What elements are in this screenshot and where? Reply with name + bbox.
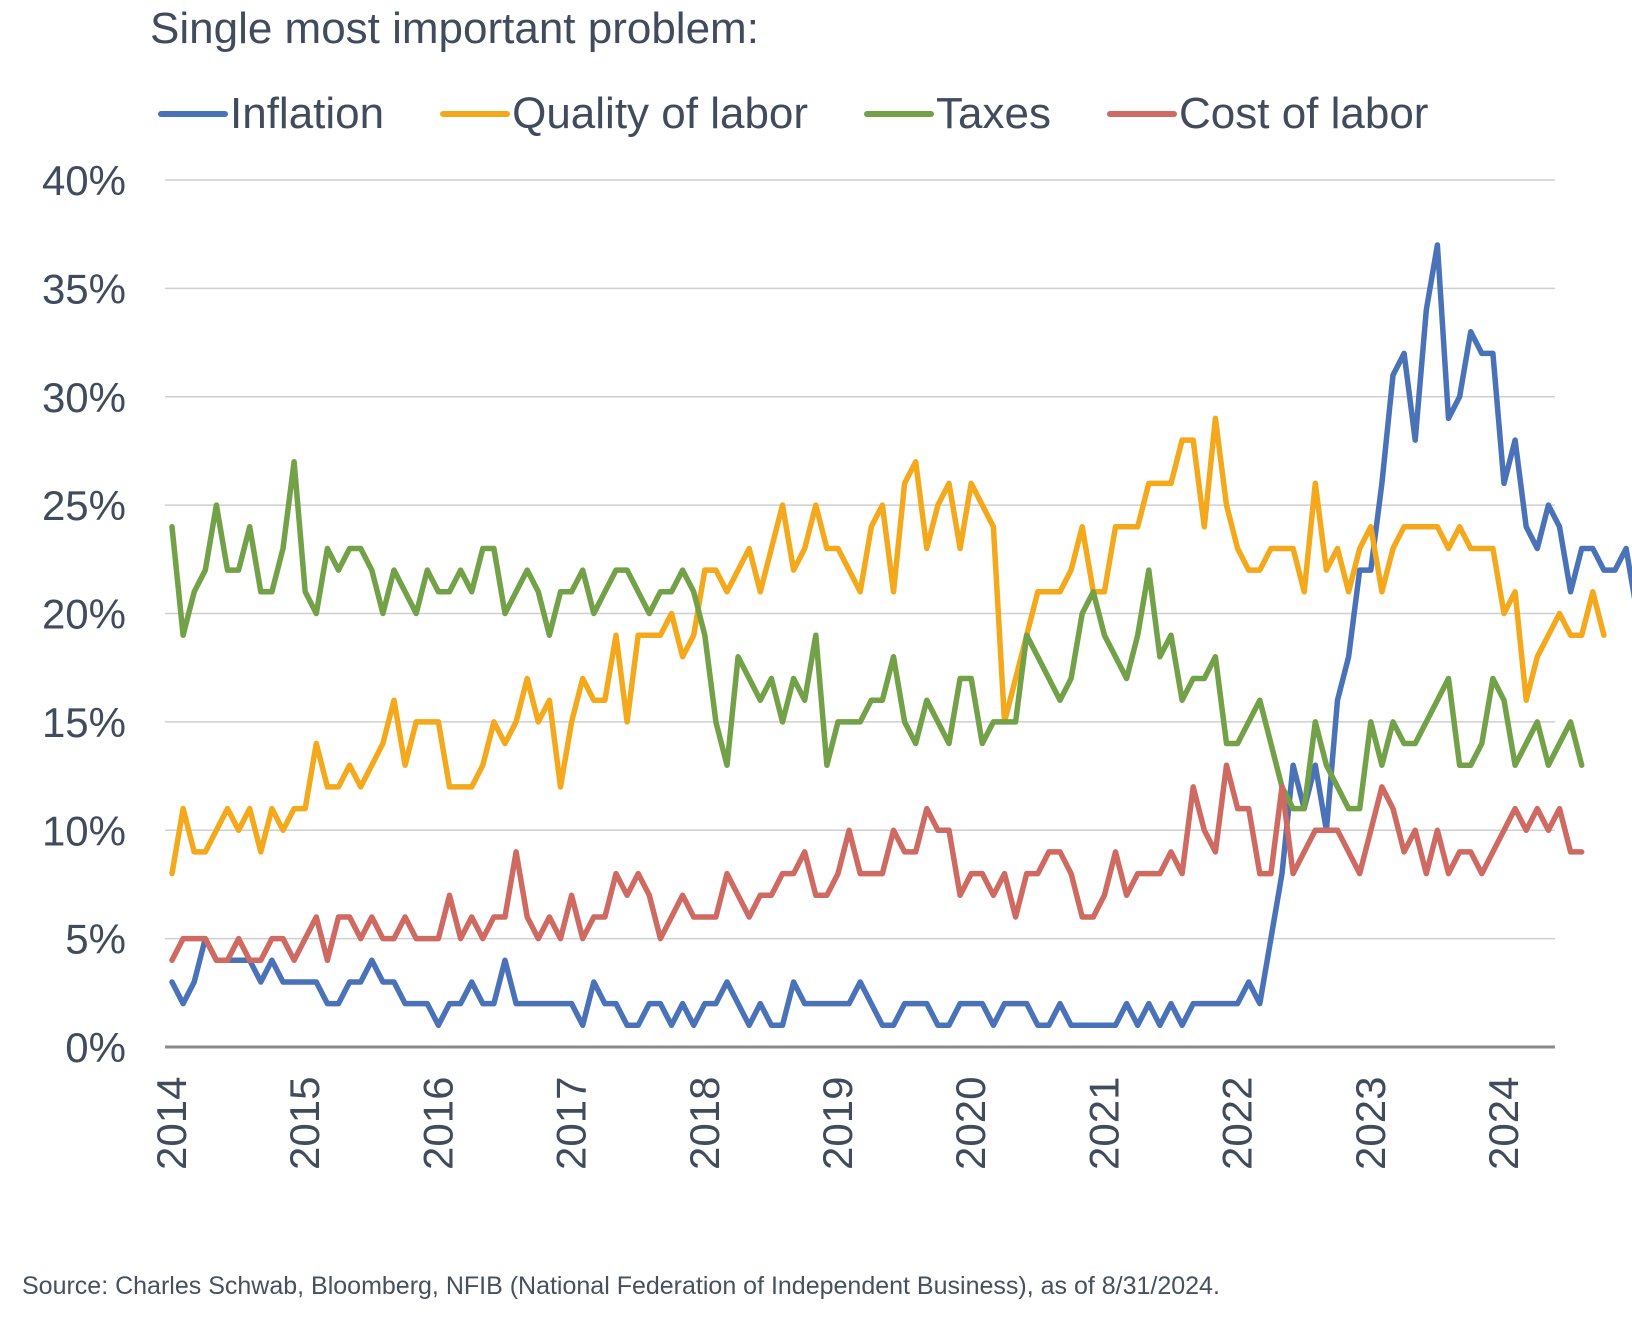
y-axis-tick-labels: 0% 5% 10% 15% 20% 25% 30% 35% 40%: [42, 157, 126, 1071]
legend-label: Taxes: [936, 89, 1051, 138]
legend-item: Quality of labor: [440, 89, 808, 139]
legend-label: Cost of labor: [1179, 89, 1429, 138]
x-tick-label: 2020: [947, 1077, 994, 1170]
x-tick-label: 2015: [281, 1077, 328, 1170]
legend-swatch: [158, 111, 228, 117]
legend-swatch: [1107, 111, 1177, 117]
legend-label: Inflation: [230, 89, 385, 138]
y-tick-label: 10%: [42, 807, 126, 854]
x-tick-label: 2022: [1214, 1077, 1261, 1170]
x-tick-label: 2023: [1347, 1077, 1394, 1170]
series-line: [169, 242, 1632, 1029]
y-tick-label: 5%: [65, 916, 126, 963]
x-tick-label: 2017: [548, 1077, 595, 1170]
x-tick-label: 2024: [1480, 1077, 1527, 1170]
legend-swatch: [864, 111, 935, 117]
y-tick-label: 0%: [65, 1024, 126, 1071]
x-axis-tick-labels: 2014 2015 2016 2017 2018 2019 2020 2021 2022 2023…: [148, 1077, 1527, 1170]
x-tick-label: 2016: [414, 1077, 461, 1170]
y-tick-label: 15%: [42, 699, 126, 746]
series-line: [169, 762, 1585, 964]
y-tick-label: 20%: [42, 591, 126, 638]
y-tick-label: 35%: [42, 265, 126, 312]
y-tick-label: 40%: [42, 157, 126, 204]
legend-swatch: [440, 111, 511, 117]
series-line: [169, 459, 1585, 812]
legend-item: Inflation: [158, 89, 384, 139]
y-tick-label: 25%: [42, 482, 126, 529]
x-tick-label: 2021: [1080, 1077, 1127, 1170]
legend-label: Quality of labor: [512, 89, 809, 138]
series-line: [169, 415, 1607, 877]
legend: Inflation Quality of labor Taxes Cost of la…: [158, 84, 1484, 144]
x-tick-label: 2014: [148, 1077, 195, 1170]
x-tick-label: 2018: [681, 1077, 728, 1170]
legend-item: Cost of labor: [1107, 89, 1428, 139]
y-tick-label: 30%: [42, 374, 126, 421]
series-lines: [169, 242, 1632, 1029]
gridlines: [165, 179, 1555, 940]
chart-title: Single most important problem:: [150, 4, 759, 53]
x-tick-label: 2019: [814, 1077, 861, 1170]
legend-item: Taxes: [864, 89, 1051, 139]
source-note: Source: Charles Schwab, Bloomberg, NFIB …: [22, 1272, 1220, 1300]
